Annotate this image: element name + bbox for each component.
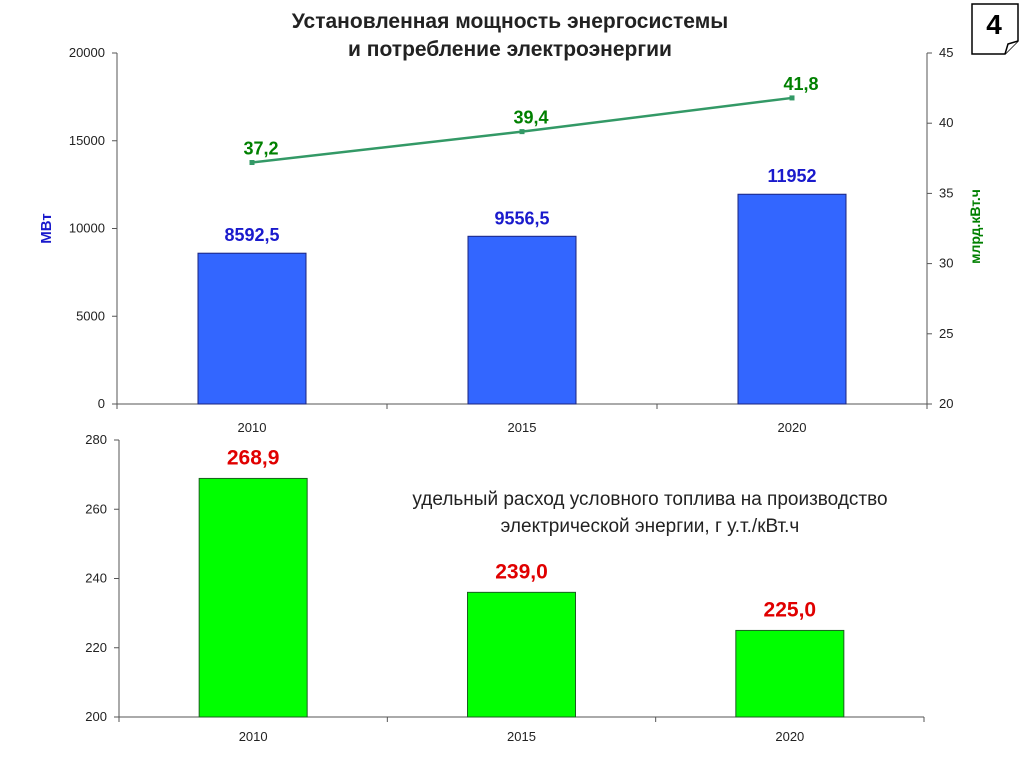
- page-number: 4: [986, 9, 1002, 40]
- fuel-x-tick-label: 2020: [775, 729, 804, 744]
- left-y-tick-label: 0: [98, 396, 105, 411]
- x-tick-label: 2010: [238, 420, 267, 435]
- left-y-tick-label: 15000: [69, 133, 105, 148]
- right-y-tick-label: 35: [939, 185, 953, 200]
- right-y-tick-label: 45: [939, 45, 953, 60]
- left-y-tick-label: 20000: [69, 45, 105, 60]
- right-y-tick-label: 30: [939, 256, 953, 271]
- fuel-bar: [198, 477, 308, 718]
- fuel-y-tick-label: 240: [85, 571, 107, 586]
- fuel-bar: [467, 591, 576, 718]
- left-y-axis-title: МВт: [38, 213, 55, 243]
- title-line-1: Установленная мощность энергосистемы: [291, 10, 729, 33]
- fuel-y-tick-label: 280: [85, 432, 107, 447]
- capacity-consumption-chart: 0 5000 10000 15000 20000 20 25 30 35 40 45 2010 2015…: [38, 45, 983, 435]
- consumption-value-label: 39,4: [513, 108, 548, 128]
- title-line-2: и потребление электроэнергии: [348, 38, 672, 61]
- capacity-bar: [467, 235, 577, 405]
- fuel-chart-caption: удельный расход условного топлива на про…: [352, 486, 948, 540]
- capacity-value-label: 11952: [767, 166, 816, 186]
- page-number-badge: 4: [971, 3, 1021, 55]
- consumption-value-label: 37,2: [243, 139, 278, 159]
- capacity-bar: [737, 193, 847, 405]
- right-y-tick-label: 25: [939, 326, 953, 341]
- consumption-point: [249, 160, 255, 166]
- right-y-tick-label: 20: [939, 396, 953, 411]
- x-tick-label: 2015: [508, 420, 537, 435]
- right-y-tick-label: 40: [939, 115, 953, 130]
- caption-line-1: удельный расход условного топлива на про…: [412, 489, 888, 510]
- folded-corner-icon: [971, 3, 1019, 55]
- fuel-x-tick-label: 2015: [507, 729, 536, 744]
- slide-title: Установленная мощность энергосистемы и п…: [160, 8, 860, 64]
- fuel-value-label: 239,0: [495, 560, 548, 583]
- fuel-x-tick-label: 2010: [239, 729, 268, 744]
- capacity-value-label: 9556,5: [494, 208, 549, 228]
- fuel-y-tick-label: 260: [85, 501, 107, 516]
- fuel-y-tick-label: 220: [85, 640, 107, 655]
- fuel-value-label: 268,9: [227, 446, 280, 469]
- fuel-bar: [735, 629, 845, 718]
- x-tick-label: 2020: [778, 420, 807, 435]
- fuel-value-label: 225,0: [764, 598, 817, 621]
- fuel-y-tick-label: 200: [85, 709, 107, 724]
- caption-line-2: электрической энергии, г у.т./кВт.ч: [500, 516, 800, 537]
- consumption-point: [519, 129, 525, 135]
- capacity-bar: [197, 252, 307, 405]
- left-y-tick-label: 5000: [76, 308, 105, 323]
- capacity-value-label: 8592,5: [224, 225, 279, 245]
- consumption-value-label: 41,8: [783, 74, 818, 94]
- right-y-axis-title: млрд.кВт.ч: [967, 189, 983, 264]
- consumption-point: [789, 95, 795, 101]
- left-y-tick-label: 10000: [69, 221, 105, 236]
